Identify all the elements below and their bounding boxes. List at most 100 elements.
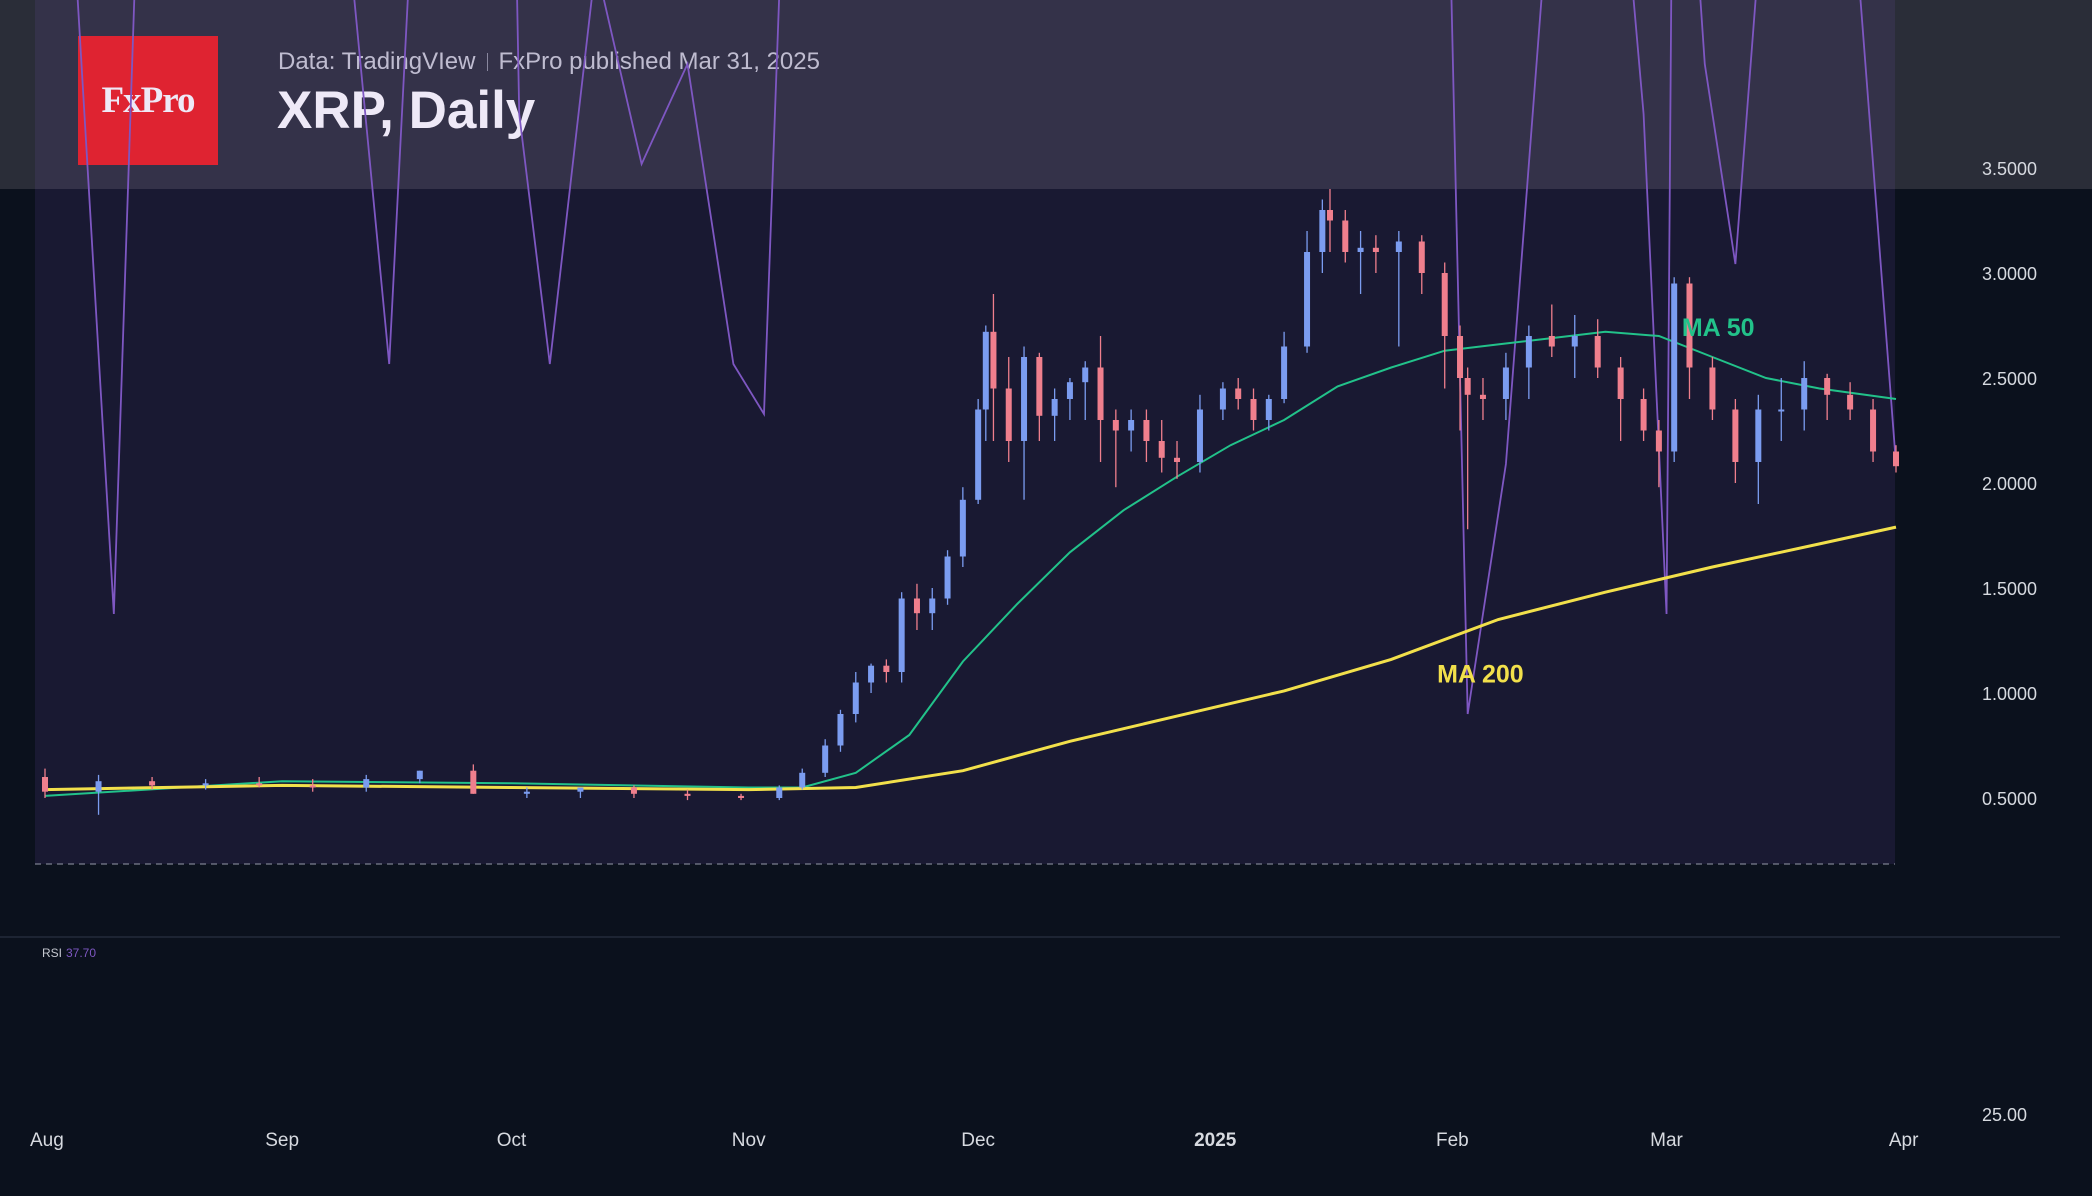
candle-body — [1196, 409, 1203, 462]
candle — [684, 789, 691, 801]
candle-body — [523, 791, 530, 794]
header-subline: Data: TradingVIew FxPro published Mar 31,… — [278, 48, 820, 76]
candle-body — [149, 781, 156, 786]
candle — [944, 550, 951, 605]
candle-body — [868, 665, 875, 683]
candle-body — [1441, 273, 1448, 336]
candle — [1686, 277, 1693, 399]
candle — [1847, 382, 1854, 420]
candle-body — [1655, 430, 1662, 452]
candle — [149, 777, 156, 790]
candle-body — [1342, 220, 1349, 252]
candle-body — [1326, 210, 1333, 221]
candle — [1655, 420, 1662, 488]
candle-body — [309, 785, 316, 788]
rsi-legend-label: RSI — [42, 946, 62, 960]
candle-body — [1265, 399, 1272, 420]
chart-header: FxPro Data: TradingVIew FxPro published M… — [0, 0, 2092, 189]
ma50-label: MA 50 — [1682, 314, 1755, 342]
date-tick-label: Dec — [961, 1130, 995, 1151]
price-tick-label: 1.5000 — [1982, 579, 2037, 599]
candle-body — [1097, 367, 1104, 420]
candle-body — [959, 499, 966, 557]
candle-body — [1640, 399, 1647, 431]
date-tick-label: 2025 — [1194, 1130, 1237, 1151]
candle — [1755, 394, 1762, 504]
candle — [1732, 399, 1739, 483]
candle-body — [1870, 409, 1877, 452]
candle-body — [1021, 357, 1028, 441]
candle — [883, 659, 890, 683]
candle — [1304, 231, 1311, 353]
candle — [975, 399, 982, 504]
candle-body — [1671, 283, 1678, 452]
candle — [1418, 235, 1425, 294]
candle — [416, 770, 423, 784]
candle — [1870, 399, 1877, 462]
candle — [1005, 357, 1012, 462]
date-tick-label: Oct — [497, 1130, 527, 1151]
candle-body — [1319, 210, 1326, 252]
candle-body — [982, 331, 989, 410]
candle — [1128, 409, 1135, 452]
candle — [1824, 373, 1831, 420]
candle-body — [1219, 388, 1226, 410]
candle — [1893, 445, 1899, 473]
candle — [822, 739, 829, 777]
candle-body — [883, 665, 890, 672]
candle — [799, 768, 806, 790]
candle — [1051, 388, 1058, 441]
candle-body — [1051, 399, 1058, 416]
candle-body — [975, 409, 982, 500]
candle — [1112, 409, 1119, 488]
date-tick-label: Feb — [1436, 1130, 1469, 1151]
rsi-band — [35, 0, 1895, 864]
candle-body — [1502, 367, 1509, 399]
candle-body — [1128, 420, 1135, 431]
candle-body — [1005, 388, 1012, 441]
candle — [1372, 235, 1379, 273]
candle — [1640, 388, 1647, 441]
candle — [1571, 315, 1578, 378]
candle — [95, 774, 102, 815]
candle-body — [630, 787, 637, 794]
date-tick-label: Mar — [1650, 1130, 1683, 1151]
candle — [202, 779, 209, 790]
candle-body — [1525, 336, 1532, 368]
candle-body — [1304, 252, 1311, 347]
candle — [630, 785, 637, 798]
candle — [1097, 336, 1104, 462]
candle-body — [1036, 357, 1043, 416]
candlesticks — [42, 189, 1899, 815]
candle — [913, 583, 920, 630]
candle-body — [577, 787, 584, 792]
candle — [1548, 304, 1555, 357]
candle — [1219, 382, 1226, 420]
candle — [1196, 394, 1203, 473]
candle — [470, 764, 477, 794]
candle-body — [1571, 336, 1578, 347]
candle-body — [1395, 241, 1402, 252]
candle-body — [990, 331, 997, 389]
candle — [898, 592, 905, 683]
candle — [1502, 352, 1509, 420]
candle-body — [1594, 336, 1601, 368]
candle-body — [416, 770, 423, 780]
candle-body — [1464, 378, 1471, 395]
candle-body — [738, 795, 745, 798]
candle — [1342, 210, 1349, 263]
candle-body — [1893, 451, 1899, 467]
candle-body — [1709, 367, 1716, 410]
candle-body — [822, 745, 829, 773]
candle — [309, 779, 316, 792]
rsi-line — [76, 0, 1897, 715]
candle — [1441, 262, 1448, 389]
price-tick-label: 0.5000 — [1982, 789, 2037, 809]
candle-body — [1235, 388, 1242, 399]
candle-body — [1066, 382, 1073, 399]
candle — [42, 768, 48, 798]
candle-body — [256, 783, 263, 786]
candle-body — [929, 598, 936, 614]
candle — [1066, 378, 1073, 420]
